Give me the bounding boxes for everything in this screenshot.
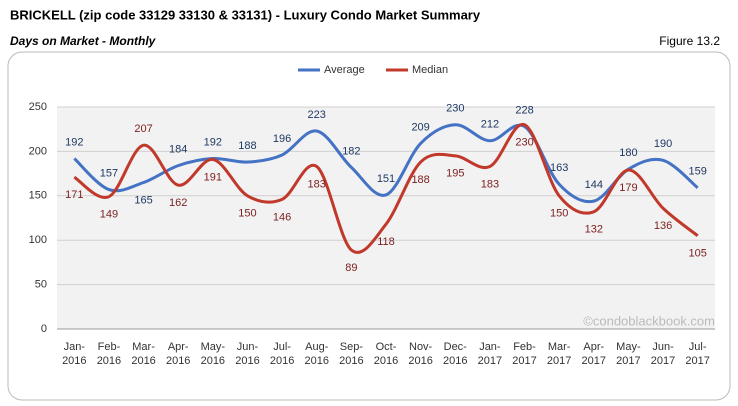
x-tick-label: Jul-2017 <box>685 341 710 367</box>
data-label: 212 <box>481 119 499 131</box>
x-tick-label: Sep-2016 <box>339 341 364 367</box>
data-label: 150 <box>238 208 256 220</box>
data-label: 163 <box>550 162 568 174</box>
x-tick-label: Jan-2017 <box>477 341 503 367</box>
legend-label: Median <box>412 64 448 76</box>
data-label: 149 <box>100 209 118 221</box>
data-label: 182 <box>342 145 360 157</box>
data-label: 118 <box>377 236 395 248</box>
x-tick-label: Mar-2017 <box>546 341 572 367</box>
x-tick-label: Apr-2017 <box>581 341 607 367</box>
data-label: 171 <box>65 189 83 201</box>
chart-title: BRICKELL (zip code 33129 33130 & 33131) … <box>10 7 481 22</box>
data-label: 105 <box>689 248 707 260</box>
data-label: 180 <box>619 147 637 159</box>
data-label: 230 <box>446 103 464 115</box>
x-tick-label: Dec-2016 <box>443 341 468 367</box>
data-label: 188 <box>411 174 429 186</box>
data-label: 228 <box>515 104 533 116</box>
x-tick-label: Mar-2016 <box>131 341 156 367</box>
plot-area <box>57 107 715 329</box>
x-tick-label: Feb-2017 <box>512 341 537 367</box>
x-tick-label: Nov-2016 <box>408 341 433 367</box>
x-tick-label: Oct-2016 <box>373 341 399 367</box>
data-label: 132 <box>585 224 603 236</box>
data-label: 183 <box>308 178 326 190</box>
data-label: 191 <box>204 171 222 183</box>
x-tick-label: Jan-2016 <box>62 341 87 367</box>
data-label: 209 <box>411 121 429 133</box>
data-label: 184 <box>169 144 187 156</box>
data-label: 188 <box>238 140 256 152</box>
y-tick-label: 150 <box>29 190 47 202</box>
data-label: 159 <box>689 166 707 178</box>
legend-label: Average <box>324 64 365 76</box>
data-label: 223 <box>308 109 326 121</box>
data-label: 207 <box>134 123 152 135</box>
data-label: 162 <box>169 197 187 209</box>
y-tick-label: 200 <box>29 145 47 157</box>
data-label: 146 <box>273 211 291 223</box>
data-label: 150 <box>550 208 568 220</box>
figure-label: Figure 13.2 <box>659 34 720 48</box>
data-label: 89 <box>345 262 357 274</box>
data-label: 192 <box>204 136 222 148</box>
x-tick-label: May-2016 <box>200 341 226 367</box>
x-tick-label: Jun-2017 <box>650 341 676 367</box>
line-series <box>73 123 699 204</box>
data-label: 230 <box>515 137 533 149</box>
y-tick-label: 250 <box>29 101 47 113</box>
data-label: 157 <box>100 167 118 179</box>
x-tick-label: Aug-2016 <box>304 341 329 367</box>
data-label: 179 <box>619 182 637 194</box>
data-label: 183 <box>481 178 499 190</box>
data-label: 192 <box>65 136 83 148</box>
y-tick-label: 0 <box>41 323 47 335</box>
y-tick-label: 50 <box>35 279 47 291</box>
x-tick-label: Jun-2016 <box>235 341 260 367</box>
data-label: 195 <box>446 168 464 180</box>
x-tick-label: Jul-2016 <box>269 341 295 367</box>
y-tick-label: 100 <box>29 234 47 246</box>
data-label: 196 <box>273 133 291 145</box>
data-label: 144 <box>585 179 603 191</box>
line-series <box>73 123 699 254</box>
x-tick-label: May-2017 <box>616 341 641 367</box>
watermark: ©condoblackbook.com <box>583 313 715 328</box>
data-label: 136 <box>654 220 672 232</box>
x-tick-label: Apr-2016 <box>165 341 191 367</box>
data-label: 165 <box>134 194 152 206</box>
data-label: 190 <box>654 138 672 150</box>
x-tick-label: Feb-2016 <box>96 341 122 367</box>
data-label: 151 <box>377 173 395 185</box>
chart-subtitle: Days on Market - Monthly <box>10 34 157 48</box>
